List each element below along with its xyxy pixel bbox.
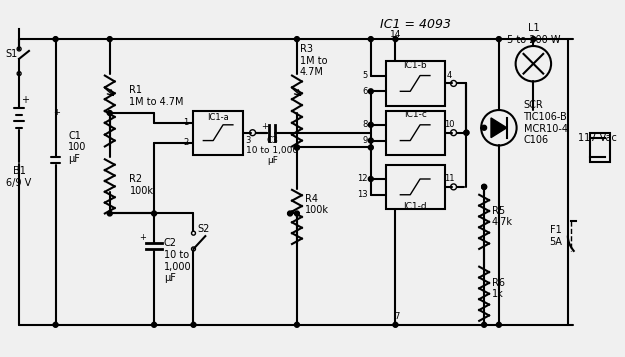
Text: 6: 6 xyxy=(362,87,368,96)
Text: IC1 = 4093: IC1 = 4093 xyxy=(379,18,451,31)
Text: S2: S2 xyxy=(197,224,209,234)
Bar xyxy=(386,111,445,155)
Text: +: + xyxy=(53,107,60,116)
Text: R2
100k: R2 100k xyxy=(129,174,154,196)
Circle shape xyxy=(107,211,112,216)
Text: IC1-a: IC1-a xyxy=(208,114,229,122)
Circle shape xyxy=(152,322,156,327)
Circle shape xyxy=(368,138,373,143)
Text: +: + xyxy=(261,122,268,131)
Text: 9: 9 xyxy=(362,136,368,145)
Text: +: + xyxy=(21,95,29,105)
Circle shape xyxy=(191,322,196,327)
Text: R4
100k: R4 100k xyxy=(305,194,329,215)
Text: C3
10 to 1,000
μF: C3 10 to 1,000 μF xyxy=(246,136,298,165)
Circle shape xyxy=(496,37,501,41)
Text: 5: 5 xyxy=(362,71,368,80)
Bar xyxy=(194,111,242,155)
Text: 11: 11 xyxy=(444,175,455,183)
Text: 3: 3 xyxy=(245,136,251,145)
Circle shape xyxy=(496,322,501,327)
Circle shape xyxy=(152,211,156,216)
Text: 12: 12 xyxy=(357,175,368,183)
Circle shape xyxy=(482,125,487,130)
Text: SCR
TIC106-B
MCR10-4
C106: SCR TIC106-B MCR10-4 C106 xyxy=(524,100,568,145)
Text: R1
1M to 4.7M: R1 1M to 4.7M xyxy=(129,85,184,107)
Circle shape xyxy=(482,185,487,189)
Circle shape xyxy=(53,37,58,41)
Text: IC1-b: IC1-b xyxy=(403,61,427,70)
Text: 14: 14 xyxy=(390,30,401,39)
Text: IC1-d: IC1-d xyxy=(403,202,427,211)
Text: 10: 10 xyxy=(444,120,455,129)
Circle shape xyxy=(294,145,299,150)
Circle shape xyxy=(53,322,58,327)
Circle shape xyxy=(368,145,373,150)
Circle shape xyxy=(368,122,373,127)
Bar xyxy=(386,61,445,106)
Text: 1: 1 xyxy=(183,118,188,127)
Text: R5
4.7k: R5 4.7k xyxy=(492,206,513,227)
Text: R3
1M to
4.7M: R3 1M to 4.7M xyxy=(300,44,328,77)
Text: +: + xyxy=(139,233,146,242)
Circle shape xyxy=(393,37,398,41)
Circle shape xyxy=(288,211,292,216)
Text: IC1-c: IC1-c xyxy=(404,110,427,120)
Text: C2
10 to
1,000
μF: C2 10 to 1,000 μF xyxy=(164,238,191,283)
Text: F1
5A: F1 5A xyxy=(549,225,562,247)
Bar xyxy=(386,165,445,209)
Text: 7: 7 xyxy=(395,312,400,321)
Circle shape xyxy=(107,111,112,115)
Circle shape xyxy=(294,145,299,150)
Bar xyxy=(591,133,610,162)
Text: 2: 2 xyxy=(183,138,188,147)
Circle shape xyxy=(393,322,398,327)
Text: R6
1k: R6 1k xyxy=(492,277,505,299)
Text: 13: 13 xyxy=(357,190,368,199)
Text: L1
5 to 200 W: L1 5 to 200 W xyxy=(507,23,560,45)
Circle shape xyxy=(368,176,373,181)
Polygon shape xyxy=(491,118,507,137)
Text: S1: S1 xyxy=(5,49,18,59)
Circle shape xyxy=(294,37,299,41)
Circle shape xyxy=(368,89,373,94)
Text: 4: 4 xyxy=(447,71,452,80)
Circle shape xyxy=(464,130,469,135)
Circle shape xyxy=(294,322,299,327)
Circle shape xyxy=(368,37,373,41)
Circle shape xyxy=(531,37,536,41)
Text: C1
100
μF: C1 100 μF xyxy=(68,131,87,164)
Circle shape xyxy=(464,130,469,135)
Text: 117 Vac: 117 Vac xyxy=(578,132,617,142)
Circle shape xyxy=(294,211,299,216)
Text: B1
6/9 V: B1 6/9 V xyxy=(6,166,32,188)
Circle shape xyxy=(482,185,487,189)
Circle shape xyxy=(107,37,112,41)
Circle shape xyxy=(482,322,487,327)
Text: 8: 8 xyxy=(362,120,368,129)
